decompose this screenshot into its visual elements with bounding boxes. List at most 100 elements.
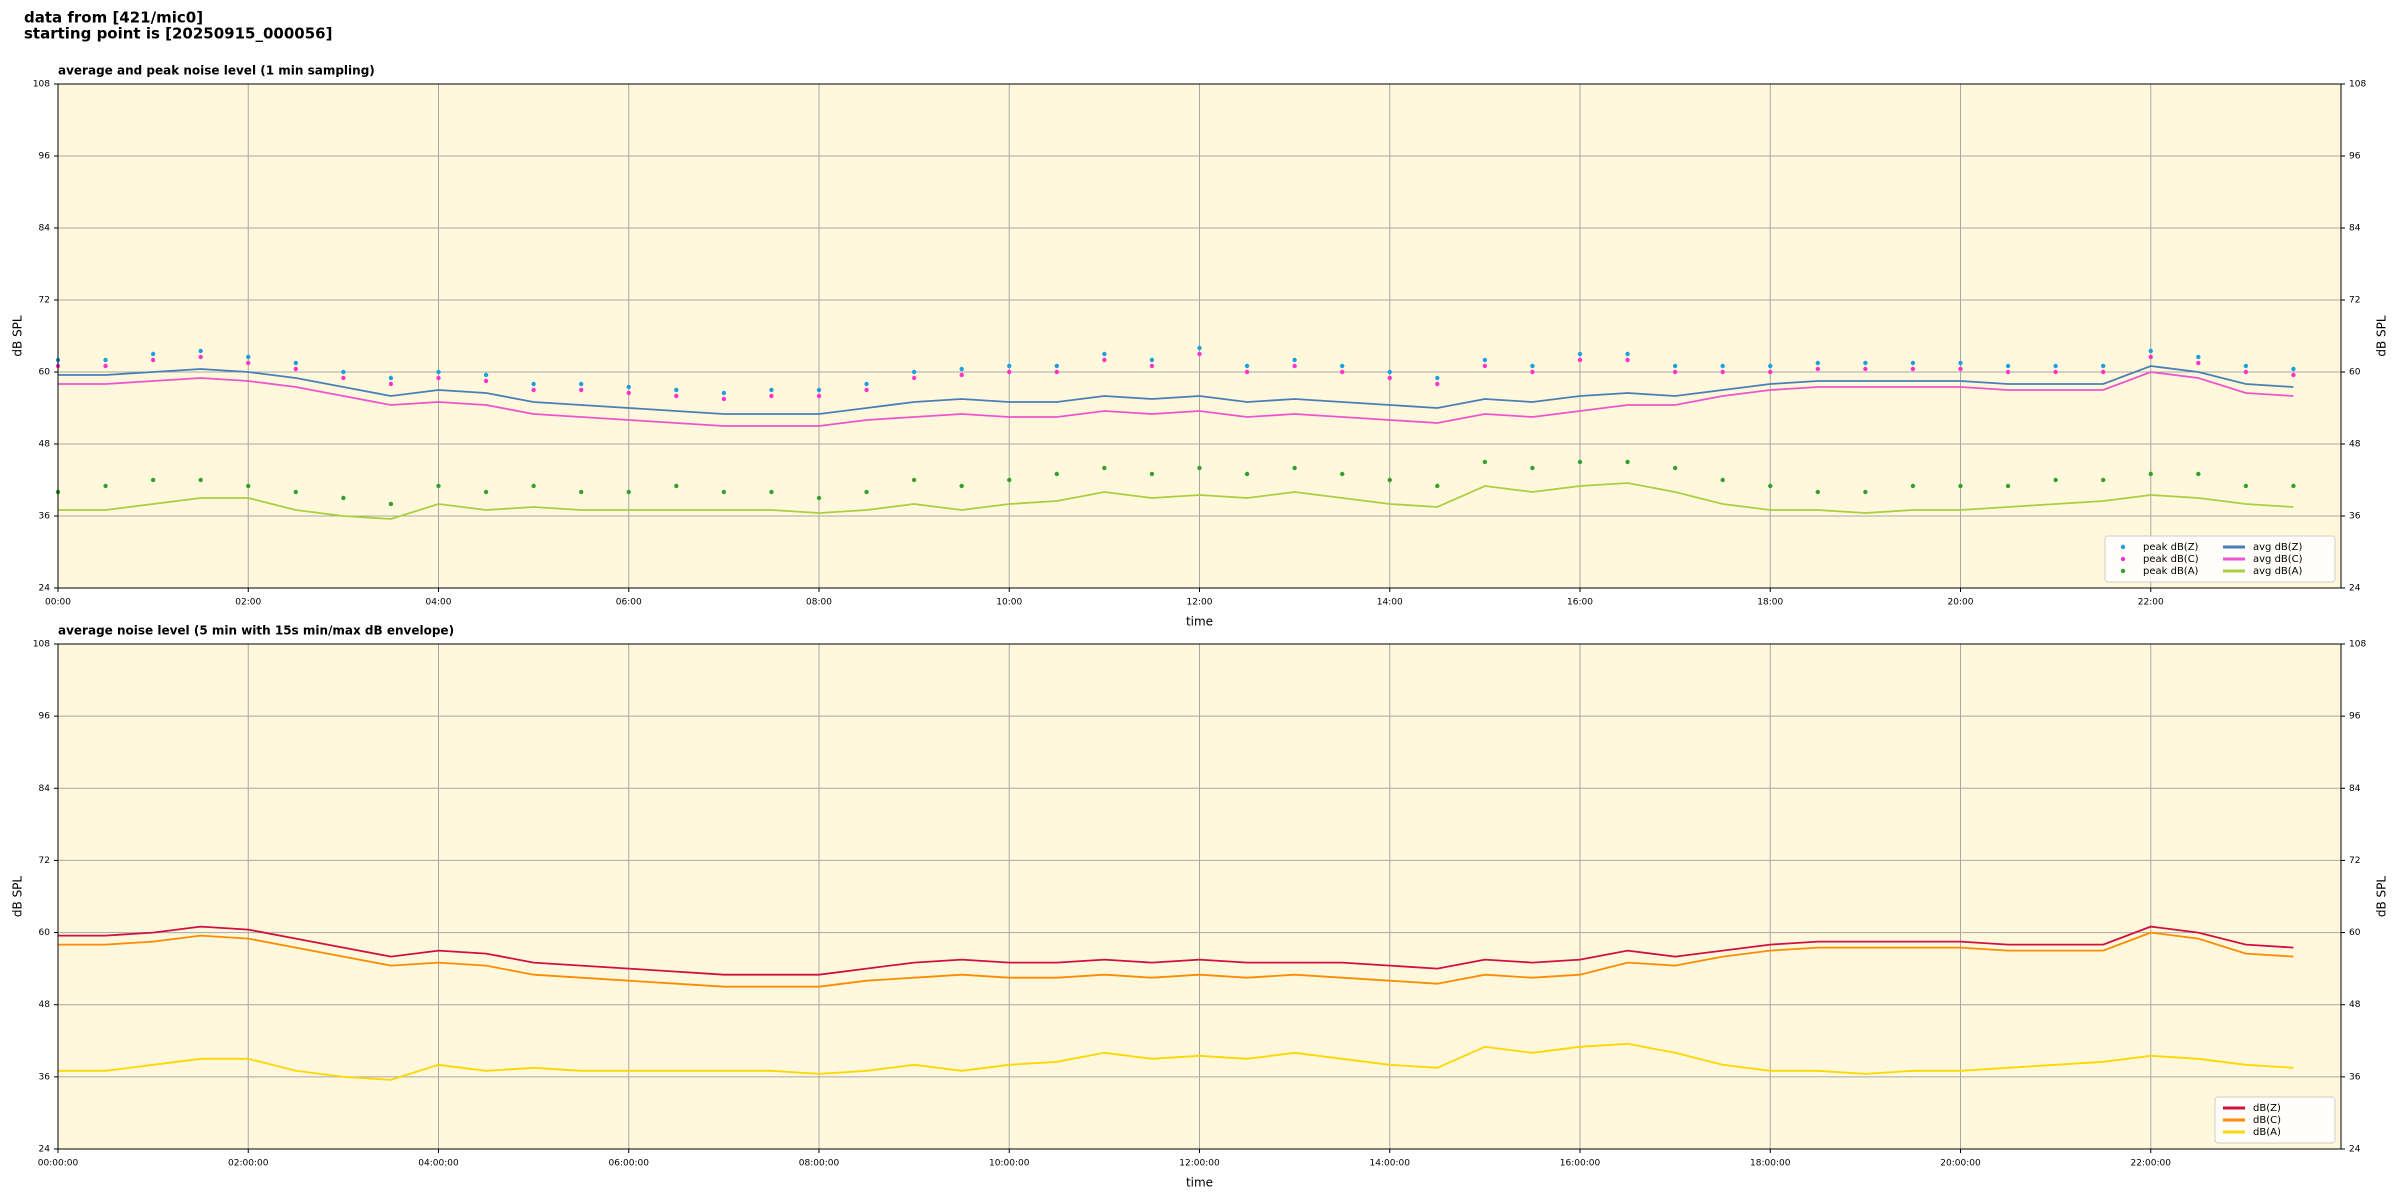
- peak-point: [2291, 483, 2296, 489]
- peak-point: [2243, 483, 2249, 489]
- x-tick-label: 10:00: [996, 598, 1022, 608]
- x-tick-label: 12:00:00: [1179, 1159, 1220, 1169]
- y-tick-label: 96: [2349, 712, 2361, 722]
- peak-point: [1530, 369, 1535, 375]
- peak-point: [1530, 465, 1535, 471]
- peak-point: [2291, 366, 2296, 372]
- peak-point: [959, 483, 964, 489]
- y-tick-label: 72: [39, 296, 50, 306]
- y-axis-label: dB SPL: [11, 315, 25, 357]
- x-tick-label: 16:00:00: [1560, 1159, 1601, 1169]
- y-tick-label: 48: [2349, 440, 2361, 450]
- x-tick-label: 02:00:00: [228, 1159, 269, 1169]
- peak-point: [1007, 369, 1012, 375]
- peak-point: [1339, 471, 1345, 477]
- peak-point: [483, 378, 489, 384]
- y-tick-label: 72: [39, 856, 50, 866]
- peak-point: [1007, 477, 1012, 483]
- peak-point: [1815, 360, 1821, 366]
- x-tick-label: 18:00: [1757, 598, 1783, 608]
- peak-point: [1435, 381, 1440, 387]
- legend-marker: [2120, 544, 2126, 550]
- peak-point: [246, 483, 251, 489]
- header-line: data from [421/mic0]: [24, 9, 203, 27]
- peak-point: [1149, 363, 1155, 369]
- peak-point: [1054, 471, 1060, 477]
- peak-point: [246, 354, 251, 360]
- peak-point: [1625, 351, 1630, 357]
- peak-point: [1054, 369, 1060, 375]
- peak-point: [1387, 477, 1392, 483]
- peak-point: [1435, 483, 1440, 489]
- peak-point: [674, 387, 679, 393]
- peak-point: [2196, 360, 2201, 366]
- series-line: [58, 931, 2294, 988]
- peak-point: [1149, 357, 1155, 363]
- y-axis-label: dB SPL: [2375, 876, 2389, 918]
- peak-point: [531, 387, 536, 393]
- peak-point: [1720, 363, 1725, 369]
- peak-point: [626, 384, 631, 390]
- peak-point: [483, 489, 489, 495]
- peak-point: [531, 381, 536, 387]
- peak-point: [293, 366, 299, 372]
- x-tick-label: 20:00: [1948, 598, 1974, 608]
- x-tick-label: 00:00:00: [38, 1159, 79, 1169]
- peak-point: [1387, 369, 1392, 375]
- y-tick-label: 60: [2349, 368, 2361, 378]
- peak-point: [911, 375, 917, 381]
- peak-point: [1720, 369, 1725, 375]
- x-tick-label: 14:00: [1377, 598, 1403, 608]
- peak-point: [2053, 477, 2058, 483]
- chart-title: average and peak noise level (1 min samp…: [58, 64, 375, 78]
- peak-point: [531, 483, 536, 489]
- y-tick-label: 96: [2349, 152, 2361, 162]
- y-tick-label: 96: [39, 712, 51, 722]
- peak-point: [864, 387, 869, 393]
- y-tick-label: 96: [39, 152, 51, 162]
- peak-point: [1244, 363, 1250, 369]
- peak-point: [1244, 369, 1250, 375]
- peak-point: [864, 489, 869, 495]
- x-tick-label: 16:00: [1567, 598, 1593, 608]
- x-tick-label: 22:00:00: [2131, 1159, 2172, 1169]
- legend-label: avg dB(A): [2253, 566, 2303, 577]
- y-tick-label: 24: [2349, 584, 2361, 594]
- peak-point: [1482, 363, 1488, 369]
- x-tick-label: 04:00: [426, 598, 452, 608]
- y-tick-label: 24: [39, 584, 51, 594]
- peak-point: [1482, 357, 1488, 363]
- peak-point: [1102, 357, 1107, 363]
- peak-point: [483, 372, 489, 378]
- y-tick-label: 36: [39, 512, 51, 522]
- x-tick-label: 20:00:00: [1940, 1159, 1981, 1169]
- series-line: [58, 365, 2294, 415]
- peak-point: [721, 489, 727, 495]
- peak-point: [103, 483, 108, 489]
- peak-point: [2148, 354, 2153, 360]
- peak-point: [578, 387, 584, 393]
- peak-point: [1197, 345, 1202, 351]
- y-tick-label: 84: [2349, 224, 2361, 234]
- peak-point: [816, 495, 822, 501]
- peak-point: [816, 387, 822, 393]
- peak-point: [1577, 459, 1583, 465]
- peak-point: [2291, 372, 2296, 378]
- peak-point: [2005, 369, 2011, 375]
- peak-point: [198, 477, 203, 483]
- x-tick-label: 14:00:00: [1370, 1159, 1411, 1169]
- y-tick-label: 48: [39, 1000, 51, 1010]
- peak-point: [436, 375, 441, 381]
- peak-point: [911, 369, 917, 375]
- peak-point: [1102, 465, 1107, 471]
- peak-point: [721, 396, 727, 402]
- peak-point: [578, 489, 584, 495]
- x-tick-label: 06:00:00: [609, 1159, 650, 1169]
- x-tick-label: 08:00: [806, 598, 832, 608]
- peak-point: [769, 393, 774, 399]
- peak-point: [1339, 363, 1345, 369]
- y-tick-label: 60: [39, 928, 51, 938]
- peak-point: [816, 393, 822, 399]
